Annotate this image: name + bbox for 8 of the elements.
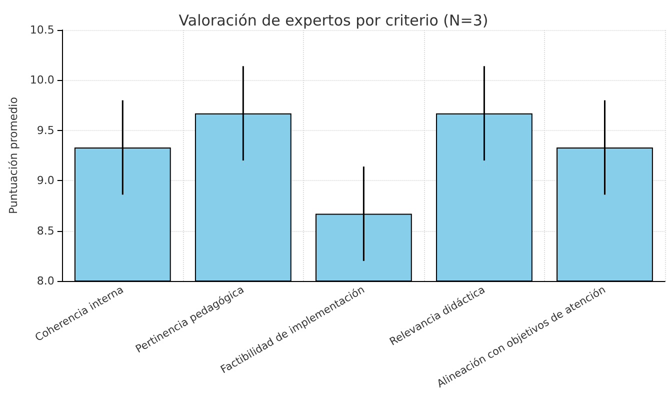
y-tick-label: 10.0: [30, 74, 54, 87]
y-tick-label: 8.0: [36, 274, 54, 288]
y-tick-label: 8.5: [36, 224, 54, 238]
y-tick-label: 10.5: [30, 24, 54, 36]
chart-title: Valoración de expertos por criterio (N=3): [178, 12, 488, 30]
y-axis-title: Puntuación promedio: [7, 96, 20, 214]
y-tick-label: 9.0: [36, 174, 54, 188]
y-tick-label: 9.5: [36, 124, 54, 137]
